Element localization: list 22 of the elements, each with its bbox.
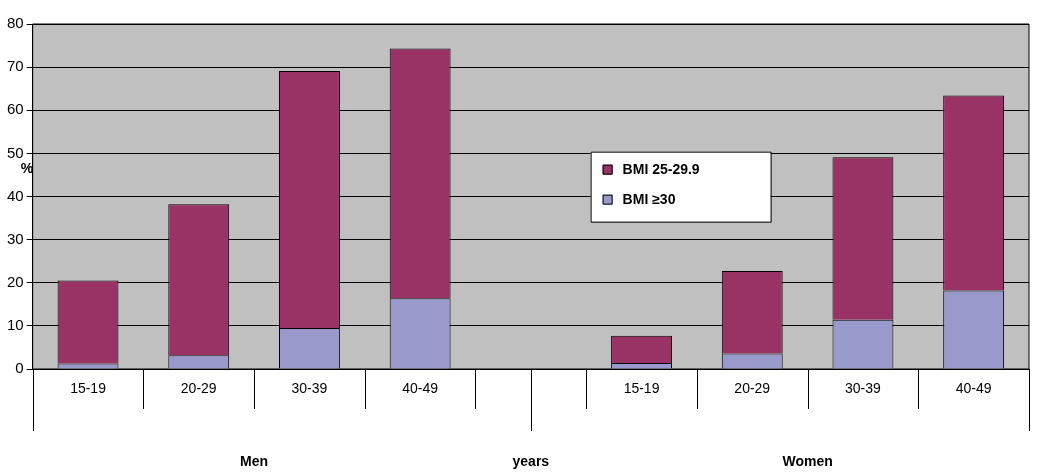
legend-label: BMI 25-29.9 [622, 160, 700, 177]
x-tick-label: 20-29 [180, 379, 217, 396]
x-tick-label: 20-29 [734, 379, 771, 396]
x-tick-label: 40-49 [955, 379, 992, 396]
text: Men [240, 452, 269, 469]
x-tick-label: 30-39 [845, 379, 882, 396]
y-tick-label: 50 [7, 143, 24, 161]
x-tick-label: 30-39 [291, 379, 328, 396]
x-tick-label: 15-19 [623, 379, 660, 396]
y-tick-label: 70 [7, 57, 24, 75]
y-tick-label: 60 [7, 100, 24, 118]
x-tick-label: 40-49 [402, 379, 439, 396]
y-tick-label: 0 [15, 359, 24, 377]
y-tick-label: 30 [7, 229, 24, 247]
x-axis-title: years [512, 452, 550, 469]
y-tick-label: 40 [7, 186, 24, 204]
legend-label: BMI ≥30 [622, 190, 676, 207]
y-tick-label: 20 [7, 272, 24, 290]
y-tick-label: 80 [7, 14, 24, 32]
y-tick-label: 10 [7, 316, 24, 334]
text: Women [782, 452, 833, 469]
x-tick-label: 15-19 [70, 379, 107, 396]
